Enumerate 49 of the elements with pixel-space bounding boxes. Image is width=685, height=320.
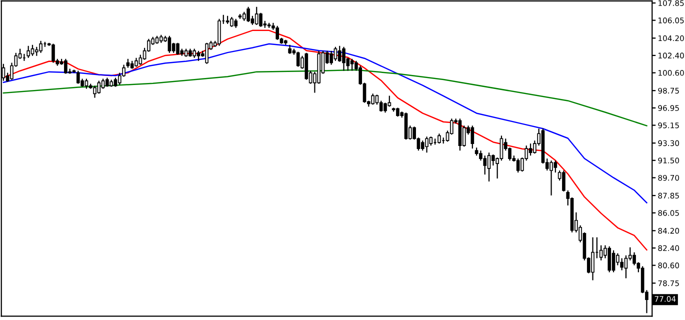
candlestick xyxy=(554,160,558,174)
candlestick xyxy=(420,140,424,152)
candlestick xyxy=(168,35,172,54)
candlestick xyxy=(620,258,624,271)
candlestick xyxy=(76,70,80,84)
line-series xyxy=(2,69,648,126)
candlestick xyxy=(39,40,42,54)
candlestick xyxy=(176,42,180,56)
line-series xyxy=(2,43,648,204)
candlestick xyxy=(425,136,428,154)
candlestick xyxy=(470,125,474,150)
candlestick xyxy=(632,252,636,266)
candlestick xyxy=(296,51,300,68)
candlestick xyxy=(276,25,280,40)
candlestick xyxy=(192,48,196,58)
candlestick xyxy=(342,46,346,72)
candlestick xyxy=(562,170,566,192)
candlestick xyxy=(52,43,55,64)
candlestick xyxy=(234,18,238,28)
candlestick xyxy=(608,246,612,273)
candlestick xyxy=(246,6,250,23)
candlestick xyxy=(487,152,491,182)
candlestick xyxy=(259,12,262,28)
candlestick xyxy=(612,250,616,273)
candlestick xyxy=(492,154,495,166)
candlestick xyxy=(438,133,441,144)
candlestick xyxy=(64,58,68,74)
candlestick xyxy=(101,78,105,90)
candlestick xyxy=(254,6,258,26)
candlestick xyxy=(550,160,553,196)
candlestick xyxy=(384,102,387,114)
candlestick xyxy=(624,254,628,279)
candlestick xyxy=(330,50,333,66)
candlestick xyxy=(196,50,200,62)
candlestick xyxy=(528,142,532,156)
candlestick xyxy=(230,16,234,28)
candlestick xyxy=(371,93,374,106)
candlestick xyxy=(591,236,594,281)
candlestick xyxy=(500,135,504,162)
candlestick xyxy=(138,54,142,66)
candlestick xyxy=(26,45,30,58)
candlestick xyxy=(516,158,520,174)
candlestick xyxy=(205,42,208,64)
candlestick xyxy=(599,244,603,261)
candlestick xyxy=(93,85,96,98)
line-series xyxy=(2,30,648,251)
candlestick xyxy=(338,45,342,62)
candlestick xyxy=(218,18,221,46)
candlestick xyxy=(97,80,101,94)
